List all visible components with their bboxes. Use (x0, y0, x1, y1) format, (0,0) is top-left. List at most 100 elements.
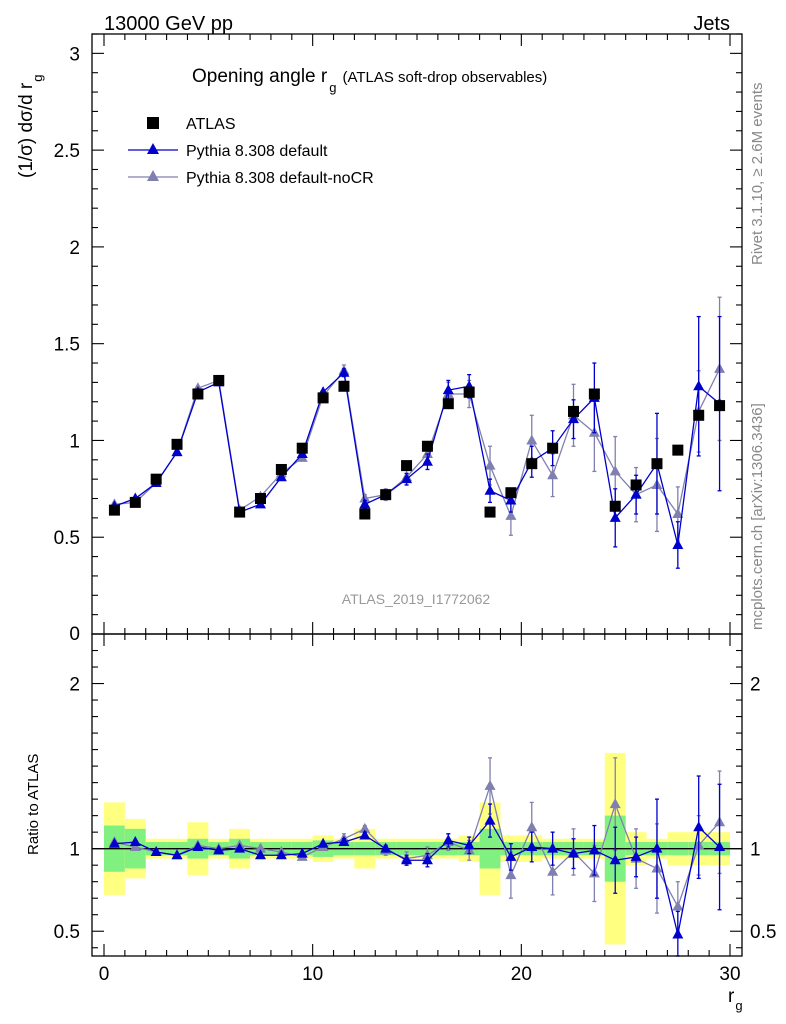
series-default-marker (609, 511, 621, 522)
data-point-atlas (275, 463, 287, 475)
y-tick-label: 2.5 (54, 141, 80, 162)
series-default-marker (275, 471, 287, 482)
series-default-marker (401, 473, 413, 484)
series-default-marker (693, 380, 705, 391)
series-nocr-marker (421, 448, 433, 458)
series-nocr-marker (505, 509, 517, 520)
data-point-atlas (296, 442, 308, 454)
ratio-tick-label-right: 2 (750, 675, 761, 696)
ratio-default-marker (588, 844, 600, 855)
data-point-atlas (463, 386, 475, 398)
ratio-nocr-marker (484, 779, 496, 790)
analysis-watermark: ATLAS_2019_I1772062 (342, 591, 491, 607)
ratio-nocr-marker (526, 821, 538, 832)
ratio-tick-label-right: 0.5 (750, 922, 776, 943)
data-point-atlas (630, 479, 642, 491)
legend-marker-atlas (147, 117, 159, 129)
ratio-default-marker (651, 842, 663, 853)
data-point-atlas (714, 400, 726, 412)
x-axis-label: rg (728, 986, 743, 1013)
x-tick-label: 10 (302, 964, 323, 985)
series-default-marker (568, 413, 579, 424)
series-default-marker (630, 488, 642, 499)
data-point-atlas (192, 388, 204, 400)
series-default-marker (484, 484, 496, 495)
ratio-nocr-line (114, 783, 721, 909)
data-point-atlas (526, 458, 538, 470)
x-tick-label: 20 (511, 964, 532, 985)
chart-title: Opening angle rg(ATLAS soft-drop observa… (192, 66, 547, 95)
data-point-atlas (338, 380, 350, 392)
y-tick-label: 1 (69, 431, 80, 452)
energy-label: 13000 GeV pp (104, 13, 233, 35)
ratio-default-marker (463, 839, 475, 850)
ratio-default-marker (401, 854, 413, 865)
data-point-atlas (672, 444, 684, 456)
series-default-marker (505, 494, 517, 505)
series-nocr-marker (547, 469, 559, 480)
ratio-default-marker (213, 844, 225, 855)
x-tick-label: 0 (99, 964, 110, 985)
ratio-nocr-marker (505, 869, 517, 880)
data-point-atlas (150, 473, 162, 485)
data-point-atlas (380, 489, 392, 501)
ratio-default-marker (442, 834, 454, 845)
series-default-marker (359, 498, 371, 509)
series-nocr-marker (672, 508, 684, 518)
ratio-tick-label-right: 1 (750, 840, 761, 861)
data-point-atlas (401, 460, 413, 472)
main-plot-area (108, 296, 726, 569)
data-point-atlas (547, 442, 559, 454)
ratio-default-marker (255, 849, 266, 860)
series-default-marker (338, 366, 350, 377)
legend: ATLAS Pythia 8.308 default Pythia 8.308 … (128, 116, 374, 187)
ratio-default-marker (547, 842, 559, 853)
ratio-nocr-marker (255, 842, 266, 853)
ratio-default-marker (234, 842, 246, 853)
data-point-atlas (171, 438, 183, 450)
ratio-default-line (114, 819, 721, 935)
ratio-default-marker (526, 841, 538, 852)
ratio-default-marker (359, 829, 371, 840)
ratio-default-marker (108, 837, 120, 848)
data-point-atlas (484, 506, 496, 518)
y-tick-label: 0.5 (54, 528, 80, 549)
data-point-atlas (693, 409, 705, 421)
ratio-plot-area (92, 752, 742, 957)
data-point-atlas (213, 374, 225, 386)
y-axis-label: (1/σ) dσ/d rg (16, 75, 45, 179)
data-point-atlas (255, 493, 266, 505)
ratio-nocr-marker (609, 798, 621, 809)
series-nocr-marker (359, 492, 371, 503)
ratio-tick-label-left: 2 (69, 675, 80, 696)
ratio-default-marker (484, 814, 496, 825)
data-point-atlas (108, 504, 120, 516)
legend-label-nocr: Pythia 8.308 default-noCR (186, 170, 374, 187)
series-nocr-marker (526, 434, 538, 445)
ratio-default-marker (505, 850, 517, 861)
ratio-default-marker (192, 841, 204, 852)
ratio-nocr-marker (672, 900, 684, 911)
y-tick-label: 1.5 (54, 335, 80, 356)
series-default-marker (171, 446, 183, 457)
series-default-marker (442, 384, 454, 395)
ratio-default-marker (672, 928, 684, 939)
series-default-marker (421, 455, 433, 466)
ratio-default-marker (568, 847, 579, 858)
y-tick-label-zero: 0 (69, 624, 80, 645)
data-point-atlas (421, 440, 433, 452)
series-default-line (114, 371, 720, 546)
legend-label-default: Pythia 8.308 default (186, 143, 328, 160)
legend-label-atlas: ATLAS (186, 116, 236, 133)
ratio-y-axis-label: Ratio to ATLAS (25, 754, 42, 855)
series-default-marker (672, 538, 684, 549)
series-nocr-line (114, 368, 721, 518)
ratio-default-marker (421, 854, 433, 865)
data-point-atlas (568, 405, 579, 417)
data-point-atlas (505, 487, 517, 499)
ratio-default-marker (129, 836, 141, 847)
ratio-frame (91, 633, 743, 957)
data-point-atlas (609, 500, 621, 512)
data-point-atlas (234, 506, 246, 518)
